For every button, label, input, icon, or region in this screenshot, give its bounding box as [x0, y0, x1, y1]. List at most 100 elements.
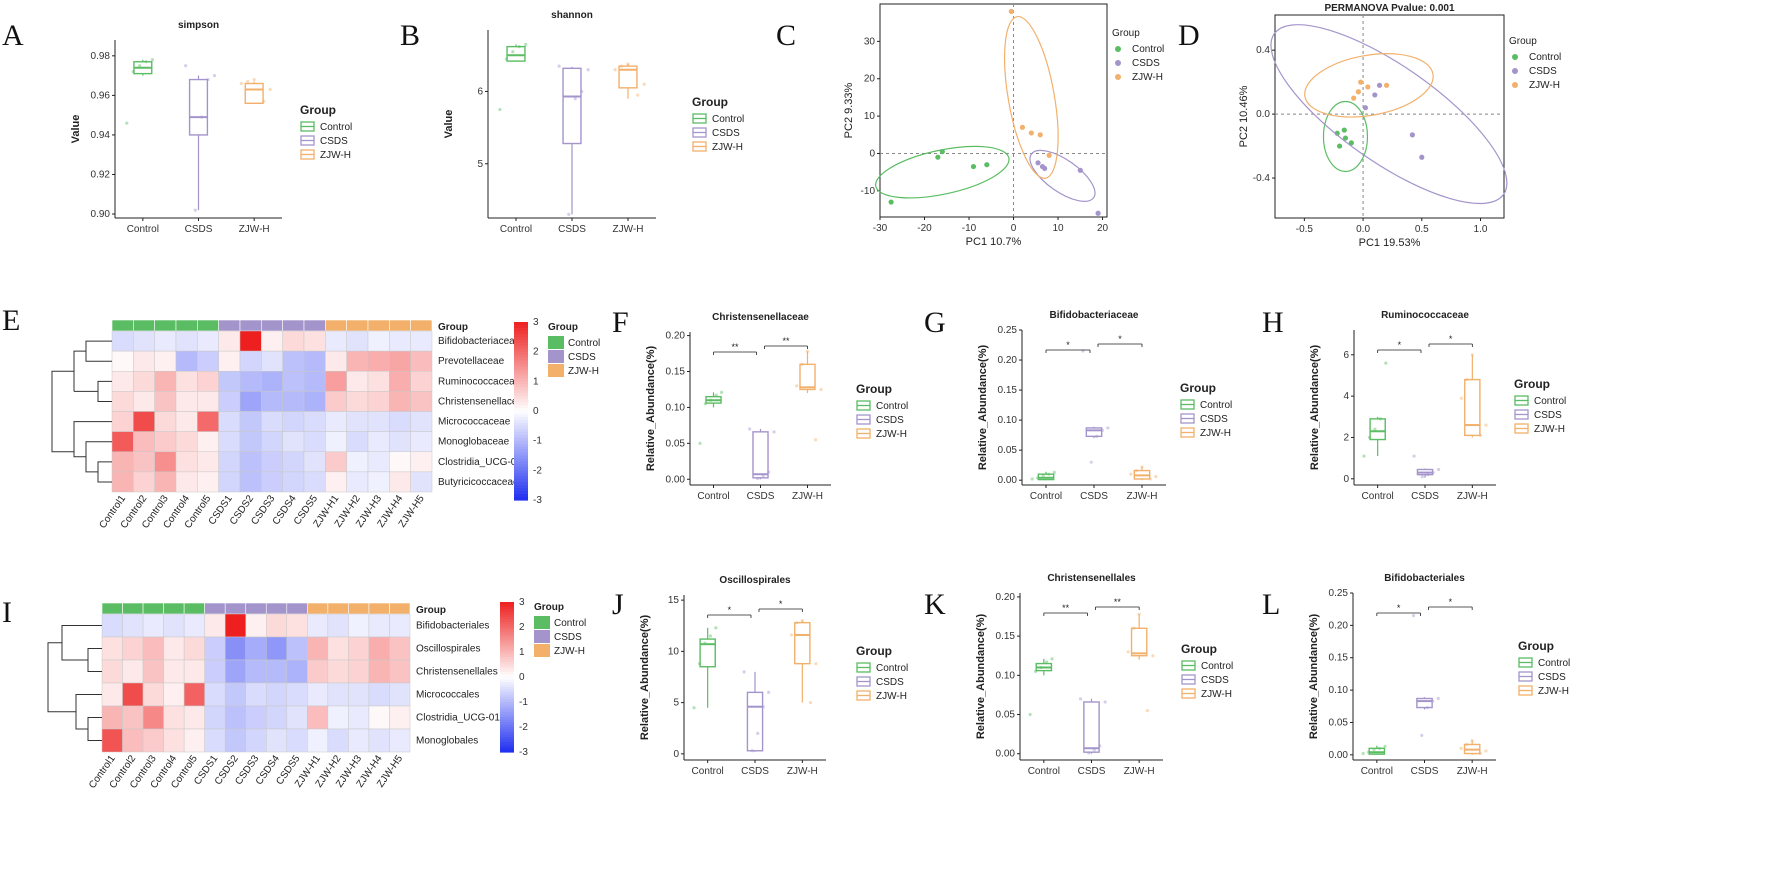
data-point-CSDS [1419, 154, 1425, 160]
color-scale-segment [514, 396, 528, 400]
data-point [1095, 434, 1099, 438]
heatmap-cell [204, 705, 226, 730]
heatmap-cell [307, 613, 329, 638]
heatmap-cell [303, 391, 326, 412]
y-tick-label: 20 [864, 74, 876, 85]
color-scale-segment [500, 734, 514, 738]
heatmap-legend-label-Control: Control [554, 618, 586, 629]
heatmap-cell [122, 682, 144, 707]
heatmap-cell [218, 371, 241, 392]
heatmap-cell [224, 613, 246, 638]
data-point [742, 670, 746, 674]
heatmap-cell [154, 471, 177, 493]
data-point [1411, 614, 1416, 618]
x-tick-label: Control [500, 224, 532, 235]
heatmap-cell [303, 431, 326, 452]
legend-L-label-Control: Control [1538, 658, 1570, 669]
significance-label: * [1397, 603, 1401, 613]
heatmap-legend-label-CSDS: CSDS [568, 352, 596, 363]
heatmap-row-label: Butyricicoccaceae [438, 477, 519, 488]
y-tick-label: 0.20 [996, 592, 1016, 603]
heatmap-cell [224, 705, 246, 730]
heatmap-cell [286, 728, 308, 753]
color-scale-segment [514, 479, 528, 483]
group-annotation-cell [133, 319, 155, 332]
color-scale-segment [514, 461, 528, 465]
heatmap-cell [175, 471, 198, 493]
group-annotation-cell [286, 602, 308, 615]
data-point [1154, 474, 1158, 479]
heatmap-cell [101, 728, 123, 753]
legend-D-label-CSDS: CSDS [1529, 66, 1557, 77]
legend-B-title: Group [692, 95, 728, 109]
box-ZJW-H [244, 82, 264, 104]
color-scale-segment [500, 664, 514, 668]
heatmap-cell [282, 471, 305, 493]
data-point-ZJW-H [1046, 152, 1052, 158]
y-tick-label: 0.98 [91, 51, 111, 62]
plot-frame [1274, 14, 1505, 219]
y-tick-label: 0.94 [91, 130, 111, 141]
data-point [1373, 427, 1377, 431]
x-tick-label: CSDS [1411, 766, 1439, 777]
color-scale-segment [514, 422, 528, 427]
heatmap-cell [346, 471, 369, 493]
legend-C-label-CSDS: CSDS [1132, 58, 1160, 69]
data-point [1361, 751, 1365, 756]
data-point [714, 393, 718, 397]
color-scale-tick: -1 [519, 697, 528, 708]
heatmap-cell [410, 371, 433, 392]
panel-C: C -30 -20 -10 0 10 20 -10 0 10 20 30 PC1 10.7% PC2 9.… [776, 3, 1109, 248]
data-point [1098, 744, 1102, 748]
x-tick-label: CSDS [1078, 766, 1106, 777]
color-scale-segment [514, 381, 528, 385]
color-scale-segment [500, 614, 514, 618]
heatmap-cell [239, 350, 262, 372]
x-tick-label: Control [1030, 491, 1062, 502]
color-scale-segment [514, 440, 528, 445]
heatmap-cell [389, 613, 411, 638]
legend-G-label-ZJW-H: ZJW-H [1200, 428, 1231, 439]
color-scale-segment [514, 497, 528, 501]
y-tick-label: 0.05 [996, 710, 1016, 721]
heatmap-cell [325, 411, 347, 432]
color-scale-segment [514, 491, 528, 495]
heatmap-legend-label-Control: Control [568, 338, 600, 349]
color-scale-segment [500, 692, 514, 696]
heatmap-row-label: Oscillospirales [416, 644, 480, 655]
data-point [819, 387, 823, 392]
data-point [795, 384, 799, 388]
heatmap-cell [282, 350, 305, 372]
group-annotation-cell [389, 319, 411, 332]
heatmap-cell [346, 350, 369, 372]
heatmap-cell [239, 371, 262, 392]
color-scale-segment [514, 402, 528, 406]
y-tick-label: -10 [861, 186, 876, 197]
chart-title: Bifidobacteriaceae [1050, 310, 1139, 321]
x-tick-label: ZJW-H [787, 766, 818, 777]
data-point [1036, 476, 1040, 480]
color-scale-segment [514, 363, 528, 368]
y-axis-label: PC2 9.33% [843, 82, 855, 138]
data-point [504, 57, 508, 61]
legend-J-label-Control: Control [876, 663, 908, 674]
x-tick-label: CSDS [1080, 491, 1108, 502]
color-scale-tick: 0 [533, 406, 539, 417]
heatmap-cell [175, 391, 198, 412]
heatmap-cell [367, 411, 390, 432]
data-point-Control [984, 162, 990, 168]
y-tick-label: 5 [477, 159, 483, 170]
heatmap-cell [197, 431, 219, 452]
data-point-Control [970, 163, 977, 170]
data-point [517, 45, 521, 49]
legend-K-label-ZJW-H: ZJW-H [1201, 689, 1232, 700]
legend-L-title: Group [1518, 639, 1554, 653]
significance-label: * [1449, 334, 1453, 344]
y-axis-label: Value [70, 115, 82, 144]
heatmap-cell [368, 659, 390, 684]
data-point [1437, 467, 1441, 472]
heatmap-cell [367, 330, 390, 352]
heatmap-cell [389, 411, 411, 432]
color-scale-segment [500, 704, 514, 708]
y-tick-label: 0.25 [998, 325, 1018, 336]
